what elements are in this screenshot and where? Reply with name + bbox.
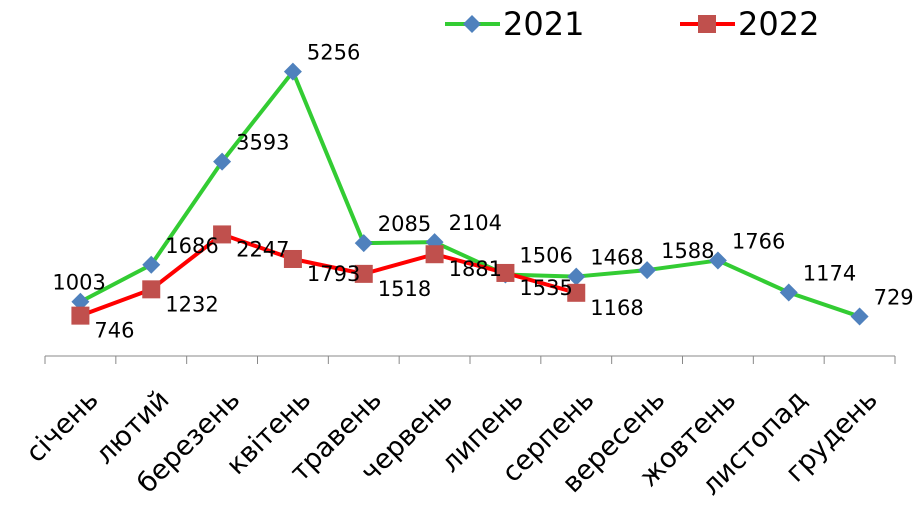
legend-marker [698,15,716,33]
marker [213,225,232,244]
data-label: 1468 [590,246,643,270]
legend-marker [463,15,481,33]
data-label: 1588 [661,239,714,263]
marker [71,292,90,311]
data-label: 1506 [519,244,572,268]
data-label: 2247 [236,237,289,261]
data-label: 1174 [803,261,856,285]
marker [213,152,232,171]
data-label: 1881 [449,257,502,281]
marker [567,267,586,286]
data-label: 1766 [732,229,785,253]
data-label: 1518 [378,277,431,301]
marker [142,255,161,274]
marker [638,261,657,280]
x-tick-label: січень [20,384,104,468]
data-label: 3593 [236,131,289,155]
data-label: 1168 [590,296,643,320]
marker [71,306,90,325]
series-line [79,69,861,319]
series-line [79,232,577,318]
marker [142,280,161,299]
data-label: 1003 [52,271,105,295]
legend-label: 2021 [503,5,584,43]
data-label: 5256 [307,41,360,65]
marker [354,234,373,253]
marker [779,283,798,302]
marker [354,264,373,283]
data-label: 1686 [165,234,218,258]
data-label: 1793 [307,262,360,286]
data-label: 2085 [378,212,431,236]
marker [283,249,302,268]
marker [425,245,444,264]
marker [496,263,515,282]
marker [708,251,727,270]
data-label: 1232 [165,292,218,316]
marker [283,62,302,81]
data-label: 729 [874,286,913,310]
data-label: 746 [94,319,134,343]
marker [850,307,869,326]
legend-label: 2022 [738,5,819,43]
data-label: 1535 [519,276,572,300]
data-label: 2104 [449,211,502,235]
marker [567,283,586,302]
